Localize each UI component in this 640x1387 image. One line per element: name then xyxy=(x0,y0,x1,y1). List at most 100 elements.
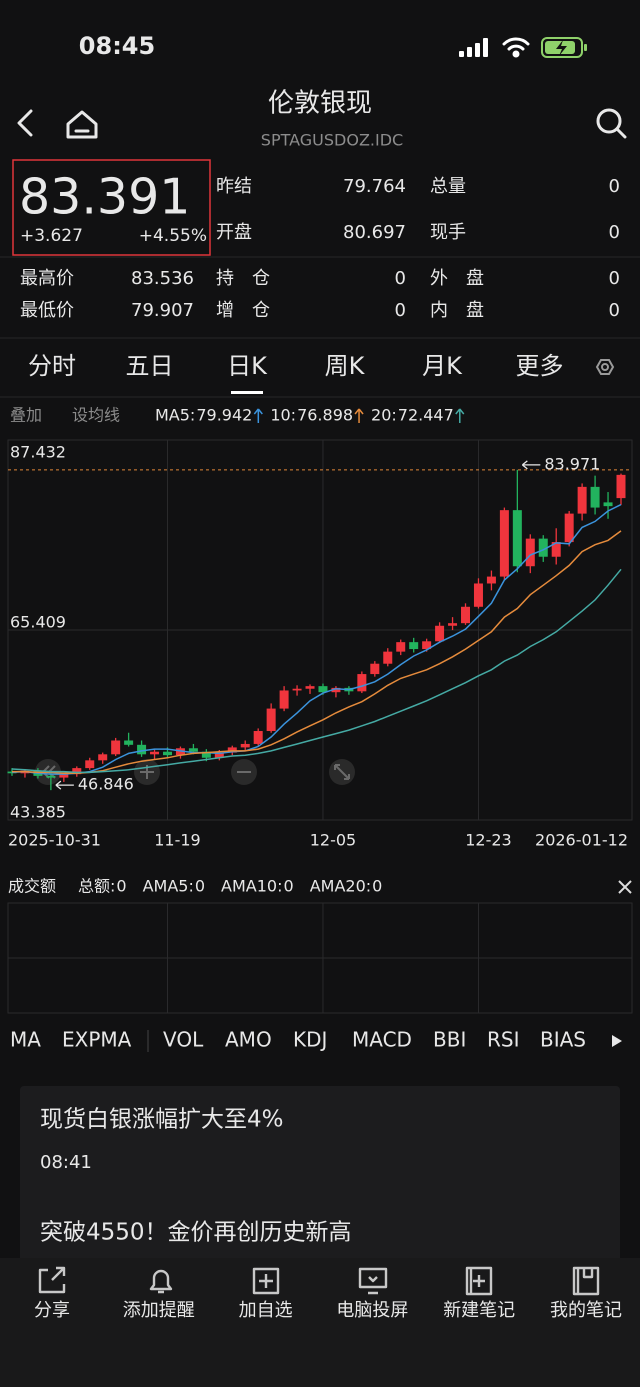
volume-stat-label: 总额: xyxy=(78,877,115,896)
page-title: 伦敦银现 xyxy=(268,89,372,119)
stat-label: 最低价 xyxy=(20,300,74,321)
news-title[interactable]: 现货白银涨幅扩大至4% xyxy=(40,1107,284,1133)
nav-item[interactable]: 电脑投屏 xyxy=(336,1300,408,1321)
candle-body xyxy=(162,751,172,756)
period-tab[interactable]: 更多 xyxy=(516,352,564,380)
indicator-tab[interactable]: VOL xyxy=(163,1028,204,1052)
candle-body xyxy=(512,510,522,567)
candle-body xyxy=(370,663,380,675)
home-button[interactable] xyxy=(66,110,98,139)
search-button[interactable] xyxy=(596,108,627,139)
indicator-tab[interactable]: MACD xyxy=(352,1028,412,1052)
period-tab[interactable]: 月K xyxy=(422,352,463,380)
candle-body xyxy=(499,510,509,577)
ma-legend-value: 79.942 xyxy=(196,406,252,425)
volume-stat-value: 0 xyxy=(116,877,126,896)
stat-label: 开盘 xyxy=(216,222,252,243)
news-time: 08:41 xyxy=(40,1152,92,1173)
candle-body xyxy=(357,674,367,692)
volume-stat-value: 0 xyxy=(195,877,205,896)
close-panel-button[interactable] xyxy=(618,880,632,894)
stat-value: 0 xyxy=(395,300,406,321)
max-price-label-arrow xyxy=(521,460,541,470)
candle-body xyxy=(59,774,69,778)
candle-body xyxy=(473,583,483,607)
last-price: 83.391 xyxy=(19,169,190,226)
nav-item[interactable]: 分享 xyxy=(34,1300,70,1321)
candle-body xyxy=(383,651,393,664)
candle-body xyxy=(590,486,600,508)
stat-label: 持 仓 xyxy=(216,268,270,289)
price-change-pct: +4.55% xyxy=(139,226,207,246)
news-title[interactable]: 突破4550！金价再创历史新高 xyxy=(40,1220,352,1246)
max-price-label: 83.971 xyxy=(544,454,600,473)
volume-stat-label: AMA20: xyxy=(310,877,371,896)
period-tab[interactable]: 日K xyxy=(227,352,268,380)
moving-average-line xyxy=(11,503,622,775)
stat-value: 0 xyxy=(609,222,620,243)
more-indicators-button[interactable] xyxy=(612,1035,622,1047)
candle-body xyxy=(137,744,147,755)
x-tick-label: 2025-10-31 xyxy=(8,831,101,850)
candle-body xyxy=(564,513,574,543)
y-tick-label: 43.385 xyxy=(10,803,66,822)
candle-body xyxy=(111,740,121,755)
indicator-tab[interactable]: MA xyxy=(10,1028,41,1052)
candle-body xyxy=(331,687,341,693)
ma-trend-arrow xyxy=(354,408,364,423)
candle-body xyxy=(214,752,224,758)
indicator-tab[interactable]: AMO xyxy=(225,1028,272,1052)
ma-legend-value: 76.898 xyxy=(297,406,353,425)
indicator-tab[interactable]: KDJ xyxy=(293,1028,327,1052)
indicator-tab[interactable]: EXPMA xyxy=(62,1028,132,1052)
stat-value: 80.697 xyxy=(343,222,406,243)
symbol-code: SPTAGUSDOZ.IDC xyxy=(261,131,403,150)
x-tick-label: 12-23 xyxy=(465,831,512,850)
candle-body xyxy=(266,708,276,732)
nav-item[interactable]: 添加提醒 xyxy=(123,1300,195,1321)
signal-icon xyxy=(459,38,488,57)
period-tab[interactable]: 周K xyxy=(325,352,366,380)
y-tick-label: 87.432 xyxy=(10,443,66,462)
battery-icon xyxy=(541,37,587,58)
back-button[interactable] xyxy=(17,109,33,137)
settings-button[interactable] xyxy=(595,359,615,375)
period-tab[interactable]: 五日 xyxy=(126,352,174,380)
y-tick-label: 65.409 xyxy=(10,612,66,631)
candle-body xyxy=(422,641,432,650)
nav-item[interactable]: 加自选 xyxy=(239,1300,293,1321)
candle-body xyxy=(538,538,548,557)
candle-body xyxy=(98,754,108,761)
candle-body xyxy=(551,542,561,557)
wifi-icon xyxy=(502,37,530,58)
candle-body xyxy=(7,771,17,774)
nav-item[interactable]: 我的笔记 xyxy=(550,1300,622,1321)
candle-body xyxy=(577,486,587,514)
candle-body xyxy=(292,688,302,691)
candle-body xyxy=(227,747,237,753)
period-tab[interactable]: 分时 xyxy=(28,352,76,380)
nav-item[interactable]: 新建笔记 xyxy=(443,1300,515,1321)
candle-body xyxy=(279,690,289,709)
ma-trend-arrow xyxy=(253,408,263,423)
ma-legend-value: 72.447 xyxy=(398,406,454,425)
news-card[interactable] xyxy=(20,1086,620,1266)
indicator-tab[interactable]: RSI xyxy=(487,1028,520,1052)
stat-label: 最高价 xyxy=(20,268,74,289)
price-change: +3.627 xyxy=(20,226,83,246)
active-tab-underline xyxy=(231,391,263,394)
stat-label: 现手 xyxy=(430,222,466,243)
candle-body xyxy=(525,538,535,567)
candle-body xyxy=(616,474,626,499)
indicator-tab[interactable]: BBI xyxy=(433,1028,466,1052)
indicator-tab[interactable]: BIAS xyxy=(540,1028,586,1052)
set-ma-button[interactable]: 设均线 xyxy=(72,406,120,425)
overlay-button[interactable]: 叠加 xyxy=(10,406,42,425)
candle-body xyxy=(46,775,56,778)
candle-body xyxy=(85,760,95,769)
ma-legend-name: 10: xyxy=(270,406,296,425)
volume-stat-value: 0 xyxy=(284,877,294,896)
candle-body xyxy=(253,731,263,744)
